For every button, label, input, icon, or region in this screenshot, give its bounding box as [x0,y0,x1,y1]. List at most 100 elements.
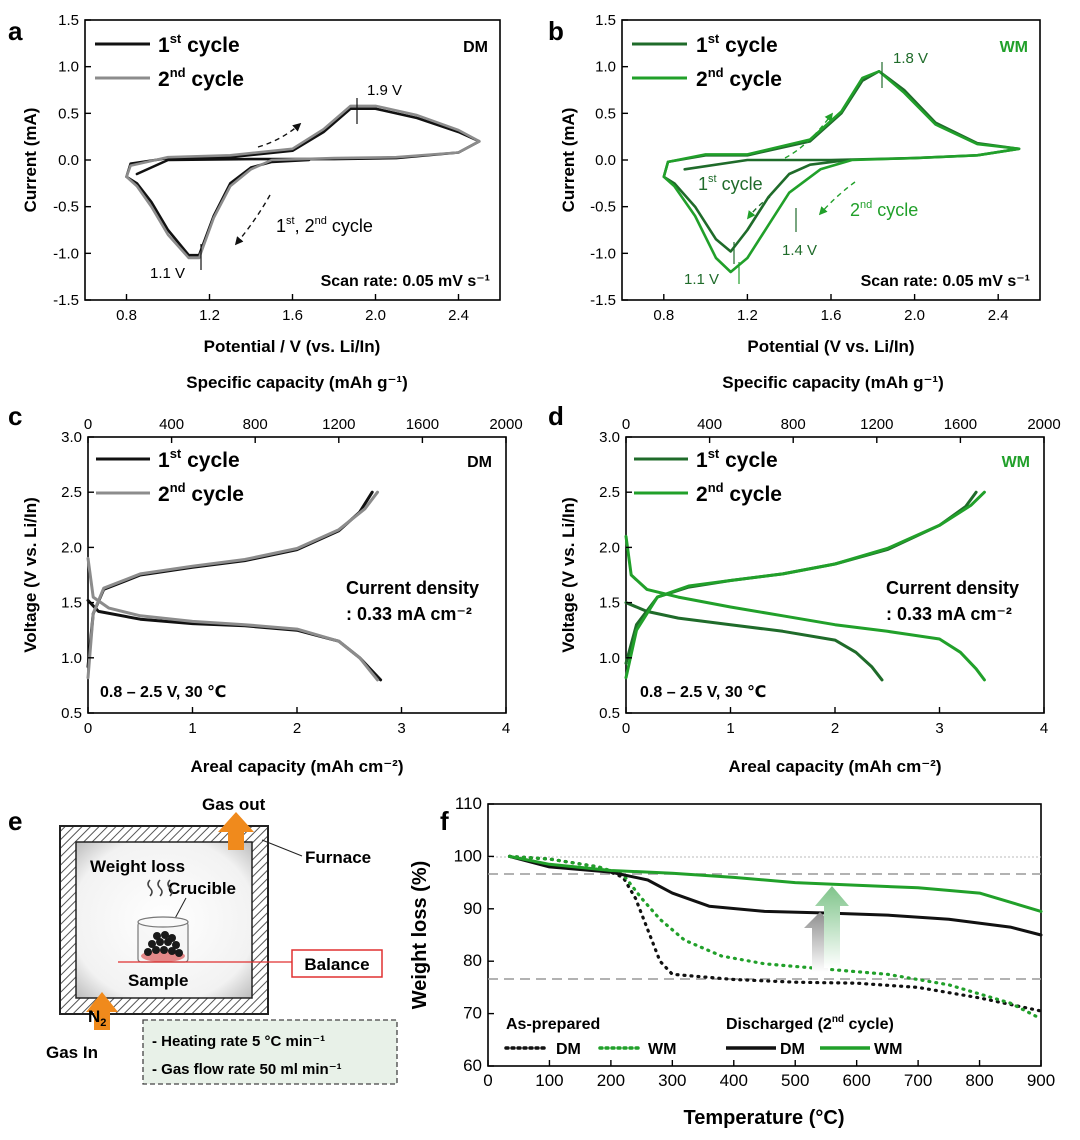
sample-label: Sample [128,971,188,990]
y-tick-label-f-5: 110 [455,794,482,813]
x-tick-label-b-4: 2.4 [988,307,1009,324]
x-tick-label-b-1: 1.2 [737,307,758,324]
x-tick-label-a-4: 2.4 [448,307,469,324]
x2-tick-label-d-1: 400 [697,416,722,433]
x-axis-label-a: Potential / V (vs. Li/In) [204,337,381,356]
y-tick-label-b-3: 0.0 [595,152,616,169]
y-tick-label-c-4: 2.5 [61,484,82,501]
peak-label-red1-b: 1.1 V [684,271,719,288]
x-tick-label-b-2: 1.6 [821,307,842,324]
panel-f-tga-curves: f 0 100 200 300 400 500 600 700 800 900 60 70 80 90 10… [409,794,1055,1129]
heating-rate-text: - Heating rate 5 °C min⁻¹ [152,1033,325,1050]
gas-in-label: Gas In [46,1043,98,1062]
x-tick-label-f-8: 800 [965,1071,993,1090]
tick-layer-b: 0.8 1.2 1.6 2.0 2.4 -1.5 -1.0 -0.5 0.0 0.5 1.0 1.5 [590,12,1008,324]
y-tick-label-b-0: -1.5 [590,292,616,309]
y-axis-label-b: Current (mA) [559,108,578,213]
series-a-1 [125,104,481,260]
x-tick-label-f-3: 300 [658,1071,686,1090]
y-axis-label-a: Current (mA) [21,108,40,213]
legend-label-b-2: 2nd cycle [696,65,782,91]
conditions-c: 0.8 – 2.5 V, 30 ℃ [100,684,226,701]
y-tick-label-b-2: -0.5 [590,199,616,216]
scan-direction-arrow-up-b [784,112,834,159]
cycle2-annotation-b: 2nd cycle [850,199,918,220]
series-c-1 [86,490,374,669]
sample-tag-d: WM [1002,454,1030,471]
legend-heading-asprep: As-prepared [506,1016,600,1033]
x2-tick-label-c-1: 400 [159,416,184,433]
y-tick-label-a-2: -0.5 [53,199,79,216]
peak-label-red-a: 1.1 V [150,265,185,282]
x-tick-label-f-7: 700 [904,1071,932,1090]
y-tick-label-a-3: 0.0 [58,152,79,169]
x-tick-label-b-3: 2.0 [904,307,925,324]
balance-label: Balance [304,955,369,974]
panel-label-e: e [8,806,22,836]
x2-tick-label-d-3: 1200 [860,416,893,433]
peak-label-ox-b: 1.8 V [893,50,928,67]
legend-heading-discharged: Discharged (2nd cycle) [726,1014,894,1033]
current-density-c-1: Current density [346,578,479,598]
panel-c-gcd-dm: c Specific capacity (mAh g⁻¹) 0 1 2 3 4 0 400 8… [8,373,523,776]
x2-tick-label-d-5: 2000 [1027,416,1060,433]
y-tick-label-c-2: 1.5 [61,595,82,612]
panel-a-cv-dm: a 0.8 1.2 1.6 2.0 2.4 -1.5 -1.0 -0.5 0.0 0.5 1.0 1.… [8,12,501,356]
current-density-d-2: : 0.33 mA cm⁻² [886,604,1012,624]
x-axis-label-d: Areal capacity (mAh cm⁻²) [728,757,941,776]
series-f-0 [507,854,1043,1013]
panel-d-gcd-wm: d Specific capacity (mAh g⁻¹) 0 1 2 3 4 0 400 8… [548,373,1061,776]
panel-label-f: f [440,806,449,836]
conditions-d: 0.8 – 2.5 V, 30 ℃ [640,684,766,701]
x-tick-label-f-0: 0 [483,1071,492,1090]
x-tick-label-c-3: 3 [397,720,405,737]
gas-out-label: Gas out [202,795,266,814]
x-tick-label-d-3: 3 [935,720,943,737]
scan-rate-b: Scan rate: 0.05 mV s⁻¹ [861,273,1030,290]
scan-rate-a: Scan rate: 0.05 mV s⁻¹ [321,273,490,290]
n2-label: N2 [88,1007,106,1029]
plot-frame-c [87,436,507,714]
x2-tick-label-c-4: 1600 [406,416,439,433]
gas-flow-text: - Gas flow rate 50 ml min⁻¹ [152,1061,342,1078]
balance-box [291,949,383,978]
y-tick-label-c-3: 2.0 [61,539,82,556]
x2-tick-label-c-3: 1200 [322,416,355,433]
scan-direction-arrow-down-a [234,194,271,246]
tick-layer-a: 0.8 1.2 1.6 2.0 2.4 -1.5 -1.0 -0.5 0.0 0.5 1.0 1.5 [53,12,469,324]
conditions-box [142,1019,398,1085]
vapor-icon [147,879,173,897]
y-tick-label-d-1: 1.0 [599,650,620,667]
furnace-pointer [261,839,303,857]
x2-axis-label-c: Specific capacity (mAh g⁻¹) [186,373,408,392]
peak-label-red2-b: 1.4 V [782,242,817,259]
y-tick-label-a-1: -1.0 [53,245,79,262]
legend-label-dis-dm: DM [780,1041,805,1058]
x-tick-label-f-5: 500 [781,1071,809,1090]
x-tick-label-c-2: 2 [293,720,301,737]
y-tick-label-d-5: 3.0 [599,429,620,446]
tick-layer-f: 0 100 200 300 400 500 600 700 800 900 60 70 80 90 100 1… [454,794,1056,1090]
y-tick-label-b-6: 1.5 [595,12,616,29]
plot-frame-d [625,436,1045,714]
legend-label-b-1: 1st cycle [696,31,778,57]
tick-layer-d: 0 1 2 3 4 0 400 800 1200 1600 2000 0.5 1.0 1.5 2.0 2.5 3… [599,416,1061,737]
series-c-2 [86,556,379,682]
series-b-1 [662,70,1021,274]
panel-label-a: a [8,16,23,46]
legend-label-c-1: 1st cycle [158,446,240,472]
legend-label-a-1: 1st cycle [158,31,240,57]
current-density-c-2: : 0.33 mA cm⁻² [346,604,472,624]
series-d-2 [624,534,986,682]
x-tick-label-d-0: 0 [622,720,630,737]
y-tick-label-c-5: 3.0 [61,429,82,446]
series-layer-c [86,490,383,682]
y-tick-label-b-1: -1.0 [590,245,616,262]
x-tick-label-c-0: 0 [84,720,92,737]
x-axis-label-c: Areal capacity (mAh cm⁻²) [190,757,403,776]
sample-particles-icon [144,931,183,957]
y-tick-label-d-2: 1.5 [599,595,620,612]
gas-in-arrow-icon [86,992,118,1030]
x2-tick-label-c-5: 2000 [489,416,522,433]
